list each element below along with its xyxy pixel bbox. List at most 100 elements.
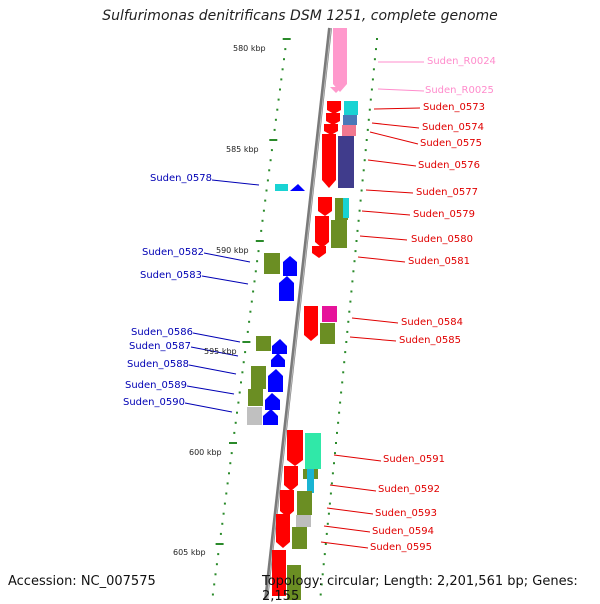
minor-tick [217,553,220,556]
minor-tick [371,78,374,81]
kbp-label-595: 595 kbp [204,347,237,356]
minor-tick [366,128,369,131]
minor-tick [353,260,356,263]
minor-tick [273,128,276,131]
gene-label-R0025[interactable]: Suden_R0025 [425,85,494,96]
gene-arrow-0589[interactable] [265,393,280,410]
domain-bar-0582 [264,253,280,274]
minor-tick [241,371,244,374]
minor-tick [326,522,329,525]
domain-bar-0585 [320,323,335,344]
minor-tick [225,492,228,495]
minor-tick [359,199,362,202]
gene-label-0588[interactable]: Suden_0588 [127,359,189,370]
gene-label-0586[interactable]: Suden_0586 [131,327,193,338]
gene-label-0591[interactable]: Suden_0591 [383,454,445,465]
gene-arrow-0592[interactable] [284,466,298,491]
gene-label-0595[interactable]: Suden_0595 [370,542,432,553]
gene-label-0584[interactable]: Suden_0584 [401,317,463,328]
minor-tick [249,310,252,313]
gene-label-0573[interactable]: Suden_0573 [423,102,485,113]
minor-tick [375,48,377,51]
minor-tick [211,593,214,596]
gene-arrow-R0024[interactable] [333,28,347,92]
domain-bar-0584 [322,306,337,322]
genome-backbone [264,27,332,600]
domain-bar-0586 [256,336,271,351]
domain-bar-0573 [344,101,358,115]
gene-label-0583[interactable]: Suden_0583 [140,270,202,281]
gene-arrow-0588[interactable] [268,369,283,392]
gene-label-0594[interactable]: Suden_0594 [372,526,434,537]
gene-label-0576[interactable]: Suden_0576 [418,160,480,171]
minor-tick [230,452,233,455]
gene-arrow-R0025[interactable] [330,87,342,93]
gene-label-0578[interactable]: Suden_0578 [150,173,212,184]
minor-tick [221,522,224,525]
minor-tick [356,229,359,232]
gene-label-0580[interactable]: Suden_0580 [411,234,473,245]
gene-arrow-0587[interactable] [271,353,285,367]
gene-label-0577[interactable]: Suden_0577 [416,187,478,198]
minor-tick [270,149,273,152]
gene-arrow-0586[interactable] [272,339,287,354]
gene-label-0581[interactable]: Suden_0581 [408,256,470,267]
minor-tick [346,330,349,333]
gene-label-0574[interactable]: Suden_0574 [422,122,484,133]
gene-arrow-0575[interactable] [324,124,338,135]
gene-label-0582[interactable]: Suden_0582 [142,247,204,258]
minor-tick [357,219,360,222]
minor-tick [373,58,376,61]
minor-tick [250,300,253,303]
minor-tick [261,219,264,222]
gene-arrow-0582[interactable] [283,256,297,276]
gene-arrow-0580[interactable] [312,246,326,258]
minor-tick [344,351,347,354]
gene-arrow-0591[interactable] [287,430,303,466]
gene-arrow-0590[interactable] [263,409,278,425]
minor-tick [358,209,361,212]
major-tick [269,139,278,141]
minor-tick [280,78,283,81]
minor-tick [276,108,279,111]
gene-arrow-0579[interactable] [315,216,329,248]
gene-label-0592[interactable]: Suden_0592 [378,484,440,495]
gene-label-0589[interactable]: Suden_0589 [125,380,187,391]
gene-label-0585[interactable]: Suden_0585 [399,335,461,346]
gene-label-0590[interactable]: Suden_0590 [123,397,185,408]
minor-tick [335,442,337,444]
minor-tick [244,351,247,354]
minor-tick [246,330,249,333]
gene-label-0579[interactable]: Suden_0579 [413,209,475,220]
minor-tick [229,462,232,465]
minor-tick [325,532,328,535]
minor-tick [372,68,375,71]
kbp-label-590: 590 kbp [216,246,249,255]
gene-arrow-0594[interactable] [276,514,290,548]
minor-tick [323,553,326,556]
gene-arrow-0584[interactable] [304,306,318,341]
gene-label-0587[interactable]: Suden_0587 [129,341,191,352]
gene-arrow-0577[interactable] [318,197,332,216]
minor-tick [330,482,333,485]
gene-arrow-0583[interactable] [279,276,294,301]
minor-tick [322,563,325,566]
minor-tick [284,48,287,51]
gene-label-0575[interactable]: Suden_0575 [420,138,482,149]
domain-bar-0580 [331,220,347,248]
gene-label-R0024[interactable]: Suden_R0024 [427,56,496,67]
gene-label-0593[interactable]: Suden_0593 [375,508,437,519]
minor-tick [347,320,350,323]
minor-tick [242,361,245,364]
gene-arrow-0576[interactable] [322,134,336,188]
minor-tick [342,371,345,374]
minor-tick [257,250,260,253]
gene-arrow-0593[interactable] [280,490,294,517]
gene-arrow-0573[interactable] [327,101,341,114]
gene-arrow-0595[interactable] [272,550,286,596]
gene-arrow-0578[interactable] [290,184,305,191]
minor-tick [348,310,351,313]
minor-tick [355,240,358,242]
minor-tick [362,169,365,172]
gene-arrow-0574[interactable] [326,113,340,125]
